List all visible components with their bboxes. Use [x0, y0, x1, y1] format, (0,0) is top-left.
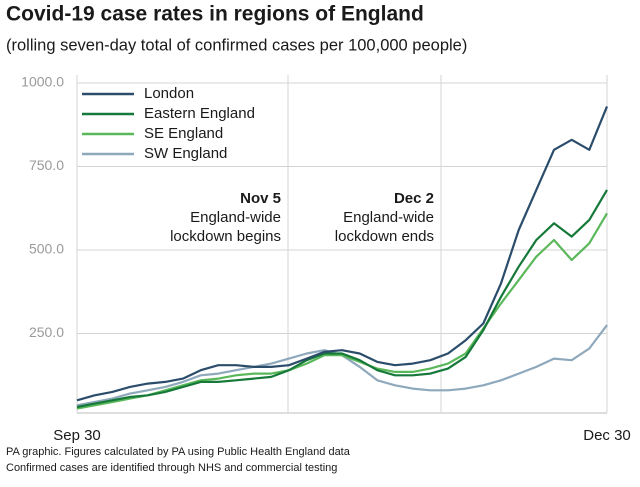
series-line: [76, 105, 609, 402]
legend-label: SE England: [144, 125, 223, 142]
annotation-text: England-wide: [190, 209, 281, 226]
x-tick-label: Dec 30: [583, 427, 631, 444]
y-tick-label: 1000.0: [21, 74, 64, 90]
annotation-text: lockdown begins: [170, 228, 281, 245]
chart-title: Covid-19 case rates in regions of Englan…: [6, 3, 424, 26]
annotation-title: Nov 5: [240, 190, 281, 207]
footnote: Confirmed cases are identified through N…: [6, 462, 337, 474]
y-tick-label: 500.0: [29, 241, 64, 257]
annotation-text: lockdown ends: [335, 228, 434, 245]
series-line: [76, 189, 608, 409]
y-tick-label: 750.0: [29, 157, 64, 173]
series-line: [76, 212, 608, 410]
x-tick-label: Sep 30: [53, 427, 101, 444]
annotation-title: Dec 2: [394, 190, 434, 207]
footnote: PA graphic. Figures calculated by PA usi…: [6, 446, 351, 458]
legend-label: SW England: [144, 145, 227, 162]
annotation-text: England-wide: [343, 209, 434, 226]
legend-label: Eastern England: [144, 105, 255, 122]
legend-label: London: [144, 85, 194, 102]
chart-subtitle: (rolling seven-day total of confirmed ca…: [6, 36, 467, 54]
y-tick-label: 250.0: [29, 324, 64, 340]
